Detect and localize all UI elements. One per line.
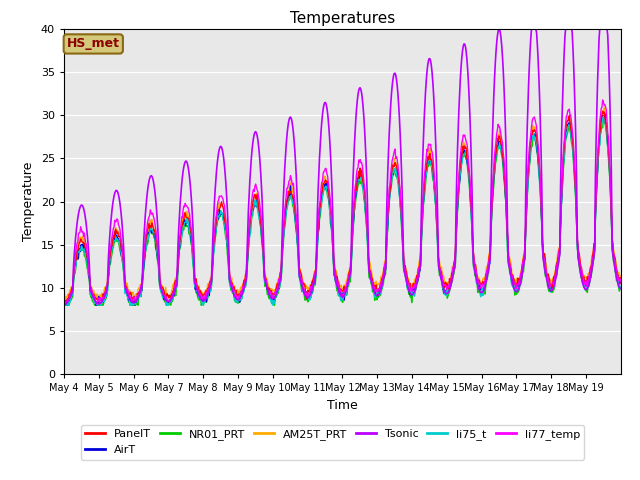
AM25T_PRT <box>432 196 440 202</box>
Tsonic <box>60 302 68 308</box>
PanelT <box>617 275 625 281</box>
AM25T_PRT <box>126 289 134 295</box>
Tsonic <box>527 26 535 32</box>
li75_t <box>400 266 408 272</box>
Title: Temperatures: Temperatures <box>290 11 395 26</box>
NR01_PRT <box>617 286 625 292</box>
li77_temp <box>432 194 440 200</box>
AM25T_PRT <box>228 283 236 289</box>
Line: li77_temp: li77_temp <box>64 100 621 304</box>
AirT <box>431 190 439 196</box>
Y-axis label: Temperature: Temperature <box>22 162 35 241</box>
AirT <box>255 212 263 218</box>
AirT <box>400 264 408 269</box>
AirT <box>125 295 133 300</box>
li77_temp <box>277 272 285 277</box>
li77_temp <box>401 264 408 270</box>
PanelT <box>228 280 236 286</box>
PanelT <box>599 108 607 114</box>
AirT <box>617 278 625 284</box>
AirT <box>276 279 284 285</box>
PanelT <box>256 210 264 216</box>
PanelT <box>60 300 68 306</box>
NR01_PRT <box>255 215 263 220</box>
Line: Tsonic: Tsonic <box>64 29 621 305</box>
PanelT <box>126 291 134 297</box>
Text: HS_met: HS_met <box>67 37 120 50</box>
li77_temp <box>256 204 264 210</box>
AM25T_PRT <box>256 211 264 216</box>
AM25T_PRT <box>95 300 102 305</box>
NR01_PRT <box>125 300 133 305</box>
Tsonic <box>431 120 439 126</box>
Line: AM25T_PRT: AM25T_PRT <box>64 108 621 302</box>
PanelT <box>61 301 68 307</box>
NR01_PRT <box>276 281 284 287</box>
li75_t <box>617 283 625 289</box>
li77_temp <box>93 301 100 307</box>
X-axis label: Time: Time <box>327 399 358 412</box>
AirT <box>228 282 236 288</box>
Line: NR01_PRT: NR01_PRT <box>64 120 621 305</box>
li75_t <box>228 288 236 293</box>
li77_temp <box>60 297 68 303</box>
li77_temp <box>228 282 236 288</box>
AirT <box>60 302 68 308</box>
Line: li75_t: li75_t <box>64 117 621 305</box>
AM25T_PRT <box>60 297 68 303</box>
li75_t <box>60 302 68 308</box>
PanelT <box>401 265 408 271</box>
li75_t <box>431 194 439 200</box>
PanelT <box>277 274 285 280</box>
NR01_PRT <box>60 302 68 308</box>
li77_temp <box>599 97 607 103</box>
li77_temp <box>126 293 134 299</box>
Tsonic <box>617 286 625 291</box>
AM25T_PRT <box>617 275 625 280</box>
AirT <box>601 111 609 117</box>
Tsonic <box>228 285 236 290</box>
NR01_PRT <box>400 269 408 275</box>
PanelT <box>432 194 440 200</box>
AM25T_PRT <box>277 265 285 271</box>
Line: AirT: AirT <box>64 114 621 305</box>
li75_t <box>600 114 607 120</box>
NR01_PRT <box>431 196 439 202</box>
Legend: PanelT, AirT, NR01_PRT, AM25T_PRT, Tsonic, li75_t, li77_temp: PanelT, AirT, NR01_PRT, AM25T_PRT, Tsoni… <box>81 425 584 459</box>
Tsonic <box>255 150 263 156</box>
li77_temp <box>617 279 625 285</box>
NR01_PRT <box>228 287 236 292</box>
li75_t <box>276 278 284 284</box>
NR01_PRT <box>600 117 607 122</box>
li75_t <box>125 298 133 304</box>
li75_t <box>255 217 263 223</box>
Line: PanelT: PanelT <box>64 111 621 304</box>
AM25T_PRT <box>401 257 408 263</box>
AM25T_PRT <box>600 105 608 110</box>
Tsonic <box>125 296 133 301</box>
Tsonic <box>276 277 284 283</box>
Tsonic <box>400 265 408 271</box>
